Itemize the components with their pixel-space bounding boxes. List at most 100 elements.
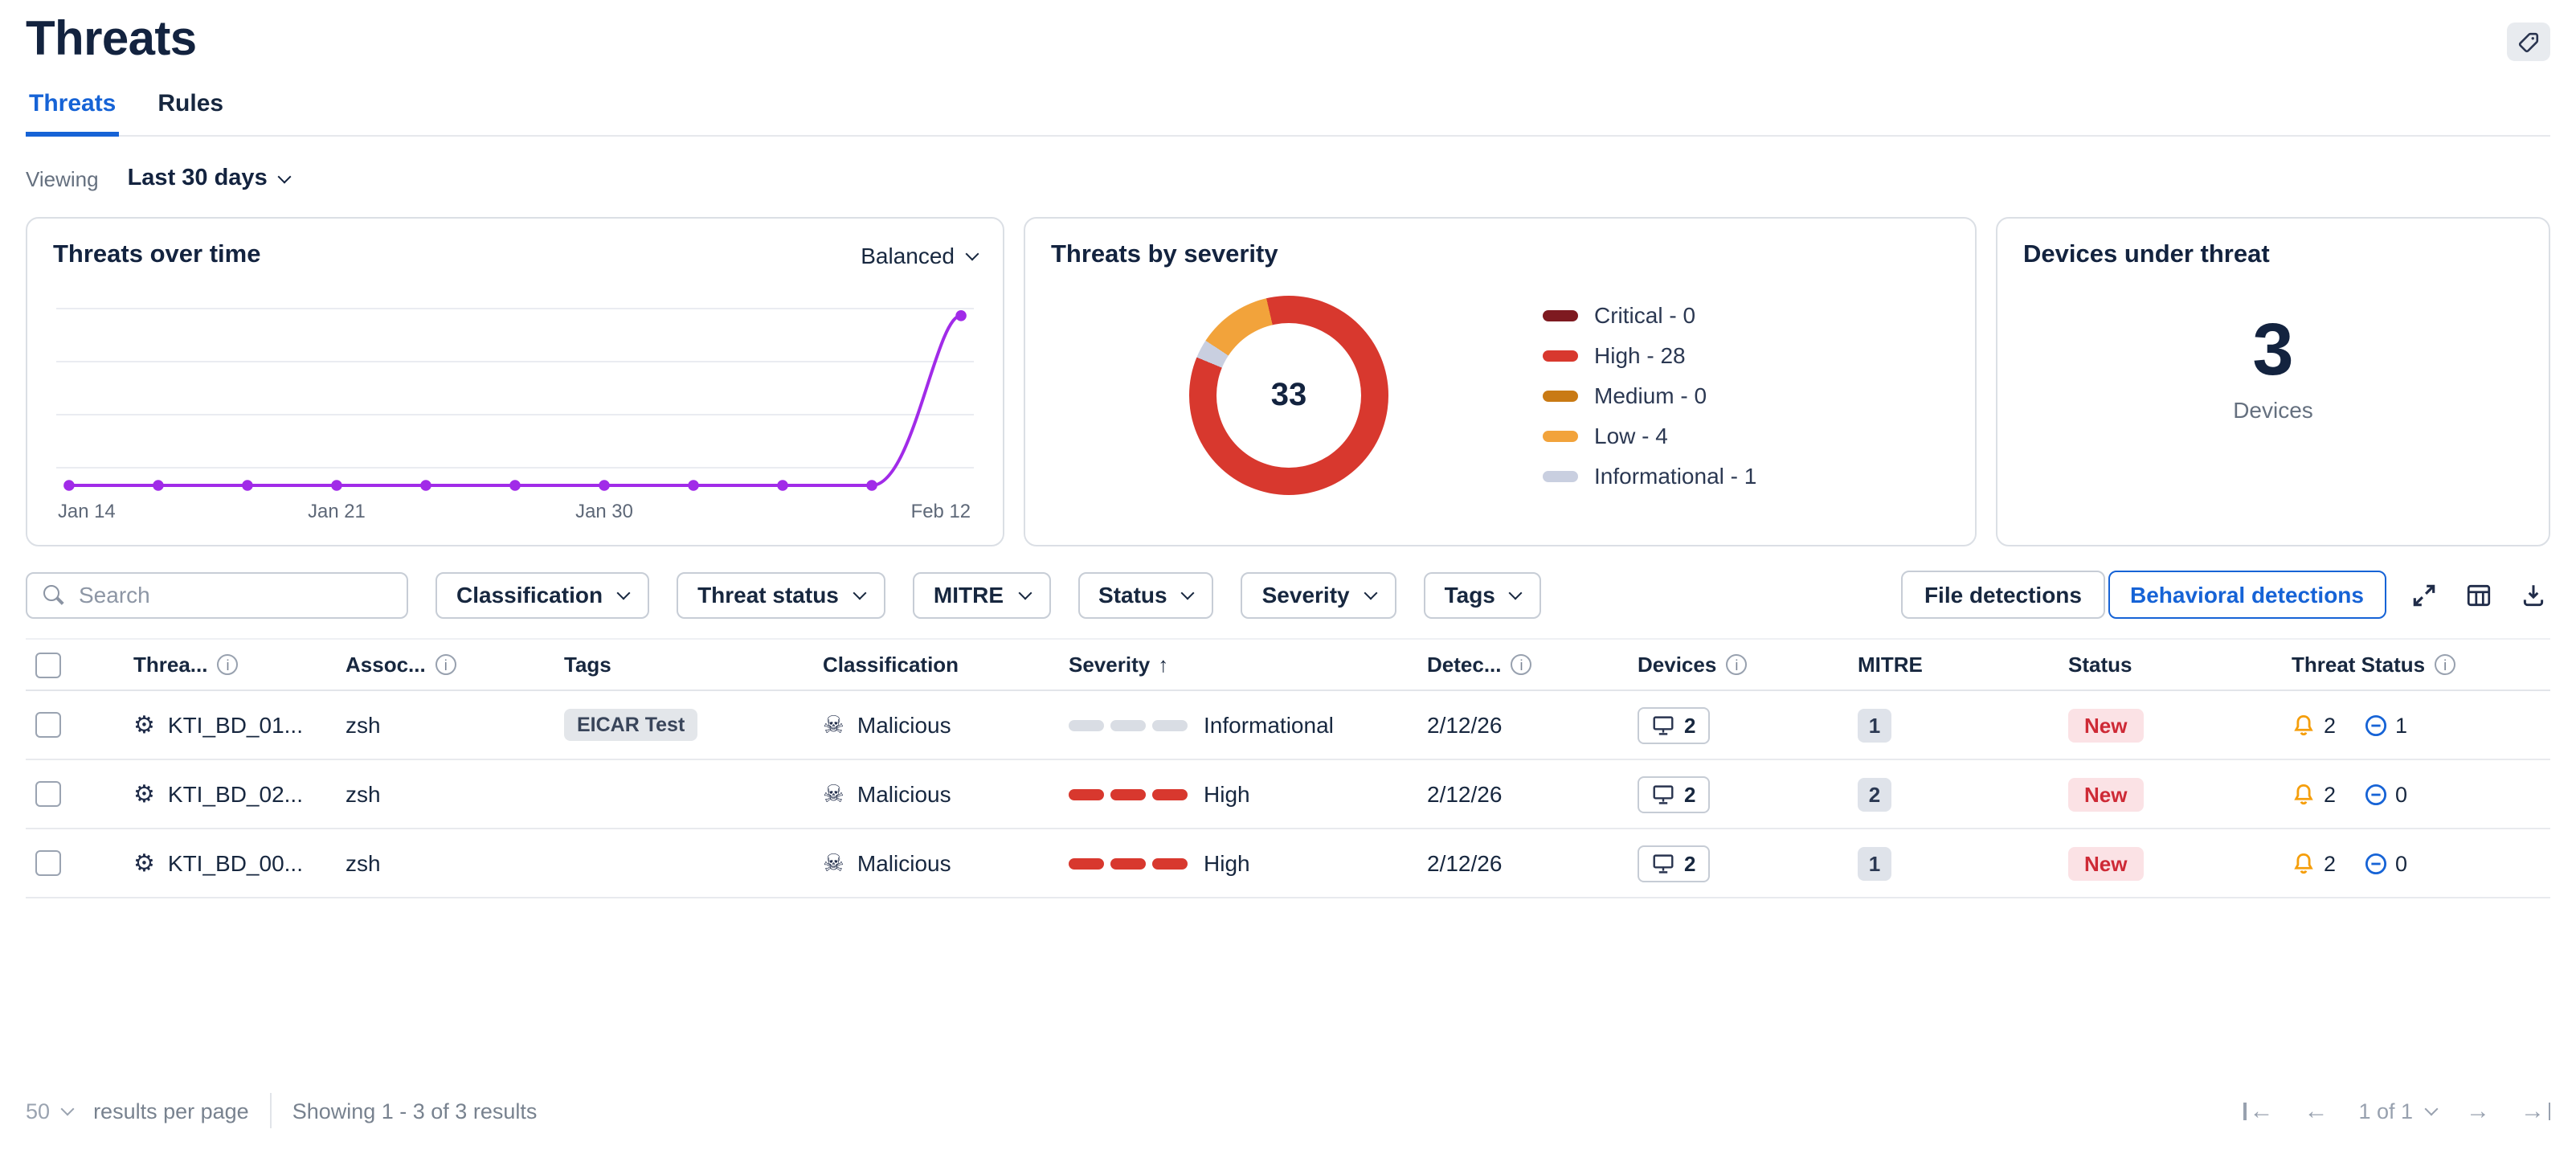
chart-mode-selector[interactable]: Balanced — [861, 243, 979, 268]
export-icon[interactable] — [2517, 578, 2550, 612]
associated-item-cell: zsh — [346, 850, 381, 876]
svg-text:Jan 30: Jan 30 — [575, 501, 633, 522]
detected-cell: 2/12/26 — [1427, 712, 1503, 738]
last-page-button[interactable]: → — [2521, 1097, 2550, 1124]
filter-dropdown-classification[interactable]: Classification — [435, 571, 650, 618]
chevron-down-icon — [616, 585, 631, 600]
tag-button[interactable] — [2507, 23, 2550, 61]
column-header-devices[interactable]: Devices i — [1638, 653, 1858, 677]
legend-label: Low - 4 — [1594, 423, 1668, 448]
devices-chip[interactable]: 2 — [1638, 706, 1711, 743]
associated-item-cell: zsh — [346, 781, 381, 807]
first-page-button[interactable]: ← — [2243, 1097, 2273, 1124]
alerts-count-group: 2 — [2292, 713, 2336, 737]
bar-icon — [2548, 1102, 2550, 1119]
next-page-button[interactable]: → — [2466, 1097, 2490, 1124]
legend-swatch — [1543, 470, 1578, 481]
blocked-count: 0 — [2395, 851, 2408, 875]
column-header-threat_status[interactable]: Threat Status i — [2292, 653, 2550, 677]
page-indicator-selector[interactable]: 1 of 1 — [2358, 1099, 2438, 1123]
threat-name-cell[interactable]: ⚙ KTI_BD_01... — [133, 710, 346, 739]
devices-cell: 2 — [1638, 775, 1858, 812]
search-input[interactable] — [79, 582, 390, 608]
filter-dropdown-status[interactable]: Status — [1077, 571, 1214, 618]
column-header-detected[interactable]: Detec... i — [1427, 653, 1638, 677]
bell-icon — [2292, 782, 2316, 806]
column-header-select — [26, 652, 133, 677]
row-checkbox[interactable] — [35, 850, 61, 876]
table-row[interactable]: ⚙ KTI_BD_02... zsh ☠ Malicious High 2/12/2… — [26, 760, 2550, 829]
row-checkbox[interactable] — [35, 781, 61, 807]
column-header-severity[interactable]: Severity ↑ — [1069, 653, 1427, 677]
page-size-selector[interactable]: 50 — [26, 1099, 75, 1123]
severity-label: High — [1204, 781, 1250, 807]
column-header-label: Detec... — [1427, 653, 1502, 677]
tag-icon — [2517, 30, 2541, 54]
results-summary: Showing 1 - 3 of 3 results — [292, 1099, 538, 1123]
search-icon — [43, 584, 64, 605]
filter-dropdown-mitre[interactable]: MITRE — [912, 571, 1051, 618]
devices-chip[interactable]: 2 — [1638, 845, 1711, 882]
behavioral-detections-button[interactable]: Behavioral detections — [2108, 571, 2386, 619]
classification-cell: ☠ Malicious — [823, 849, 1069, 878]
threat-name-cell[interactable]: ⚙ KTI_BD_00... — [133, 849, 346, 878]
column-header-status[interactable]: Status — [2068, 653, 2292, 677]
column-header-tags[interactable]: Tags — [564, 653, 823, 677]
select-all-checkbox[interactable] — [35, 652, 61, 677]
toolbar-right: File detections Behavioral detections — [1901, 571, 2550, 619]
info-icon[interactable]: i — [1511, 654, 1532, 675]
devices-unit-label: Devices — [2233, 396, 2313, 423]
info-icon[interactable]: i — [1726, 654, 1748, 675]
threat-name-cell[interactable]: ⚙ KTI_BD_02... — [133, 780, 346, 808]
filter-dropdown-severity[interactable]: Severity — [1241, 571, 1396, 618]
chevron-down-icon — [1181, 585, 1196, 600]
topbar: Threats — [26, 0, 2550, 68]
donut-total: 33 — [1270, 377, 1307, 412]
legend-item: Medium - 0 — [1543, 383, 1756, 408]
table-row[interactable]: ⚙ KTI_BD_00... zsh ☠ Malicious High 2/12/2… — [26, 829, 2550, 898]
status-cell: New — [2068, 777, 2292, 811]
status-cell: New — [2068, 846, 2292, 880]
chevron-down-icon — [278, 169, 292, 183]
threat-name: KTI_BD_02... — [167, 781, 303, 807]
prev-page-button[interactable]: ← — [2304, 1097, 2328, 1124]
minus-circle-icon — [2363, 782, 2387, 806]
arrow-right-icon: → — [2521, 1097, 2545, 1124]
column-header-label: Status — [2068, 653, 2132, 677]
row-checkbox[interactable] — [35, 712, 61, 738]
severity-donut-chart: 33 — [1189, 296, 1388, 495]
expand-icon[interactable] — [2407, 578, 2441, 612]
tab-rules[interactable]: Rules — [157, 90, 224, 117]
date-range-selector[interactable]: Last 30 days — [128, 166, 292, 191]
column-header-associated[interactable]: Assoc... i — [346, 653, 564, 677]
table-row[interactable]: ⚙ KTI_BD_01... zsh EICAR Test ☠ Malicious … — [26, 691, 2550, 760]
gear-icon: ⚙ — [133, 850, 155, 878]
info-icon[interactable]: i — [435, 654, 456, 675]
arrow-left-icon: ← — [2304, 1097, 2329, 1124]
alerts-count-group: 2 — [2292, 782, 2336, 806]
severity-bars — [1069, 788, 1188, 800]
column-header-mitre[interactable]: MITRE — [1858, 653, 2068, 677]
sort-asc-icon: ↑ — [1158, 653, 1169, 677]
page-title: Threats — [26, 13, 197, 66]
bar-icon — [2243, 1102, 2247, 1119]
file-detections-button[interactable]: File detections — [1901, 571, 2104, 619]
tab-threats[interactable]: Threats — [26, 90, 120, 137]
blocked-count-group: 1 — [2363, 713, 2407, 737]
table-columns-icon[interactable] — [2462, 578, 2496, 612]
filter-dropdown-threat-status[interactable]: Threat status — [677, 571, 885, 618]
devices-cell: 2 — [1638, 706, 1858, 743]
legend-label: Informational - 1 — [1594, 463, 1757, 489]
blocked-count-group: 0 — [2363, 782, 2407, 806]
severity-label: Informational — [1204, 712, 1334, 738]
table-body: ⚙ KTI_BD_01... zsh EICAR Test ☠ Malicious … — [26, 691, 2550, 898]
column-header-name[interactable]: Threa... i — [133, 653, 346, 677]
info-icon[interactable]: i — [2435, 654, 2456, 675]
filter-dropdown-tags[interactable]: Tags — [1423, 571, 1542, 618]
devices-chip[interactable]: 2 — [1638, 775, 1711, 812]
info-icon[interactable]: i — [217, 654, 239, 675]
column-header-classification[interactable]: Classification — [823, 653, 1069, 677]
page-size-value: 50 — [26, 1099, 51, 1123]
status-badge: New — [2068, 777, 2144, 811]
status-cell: New — [2068, 708, 2292, 742]
